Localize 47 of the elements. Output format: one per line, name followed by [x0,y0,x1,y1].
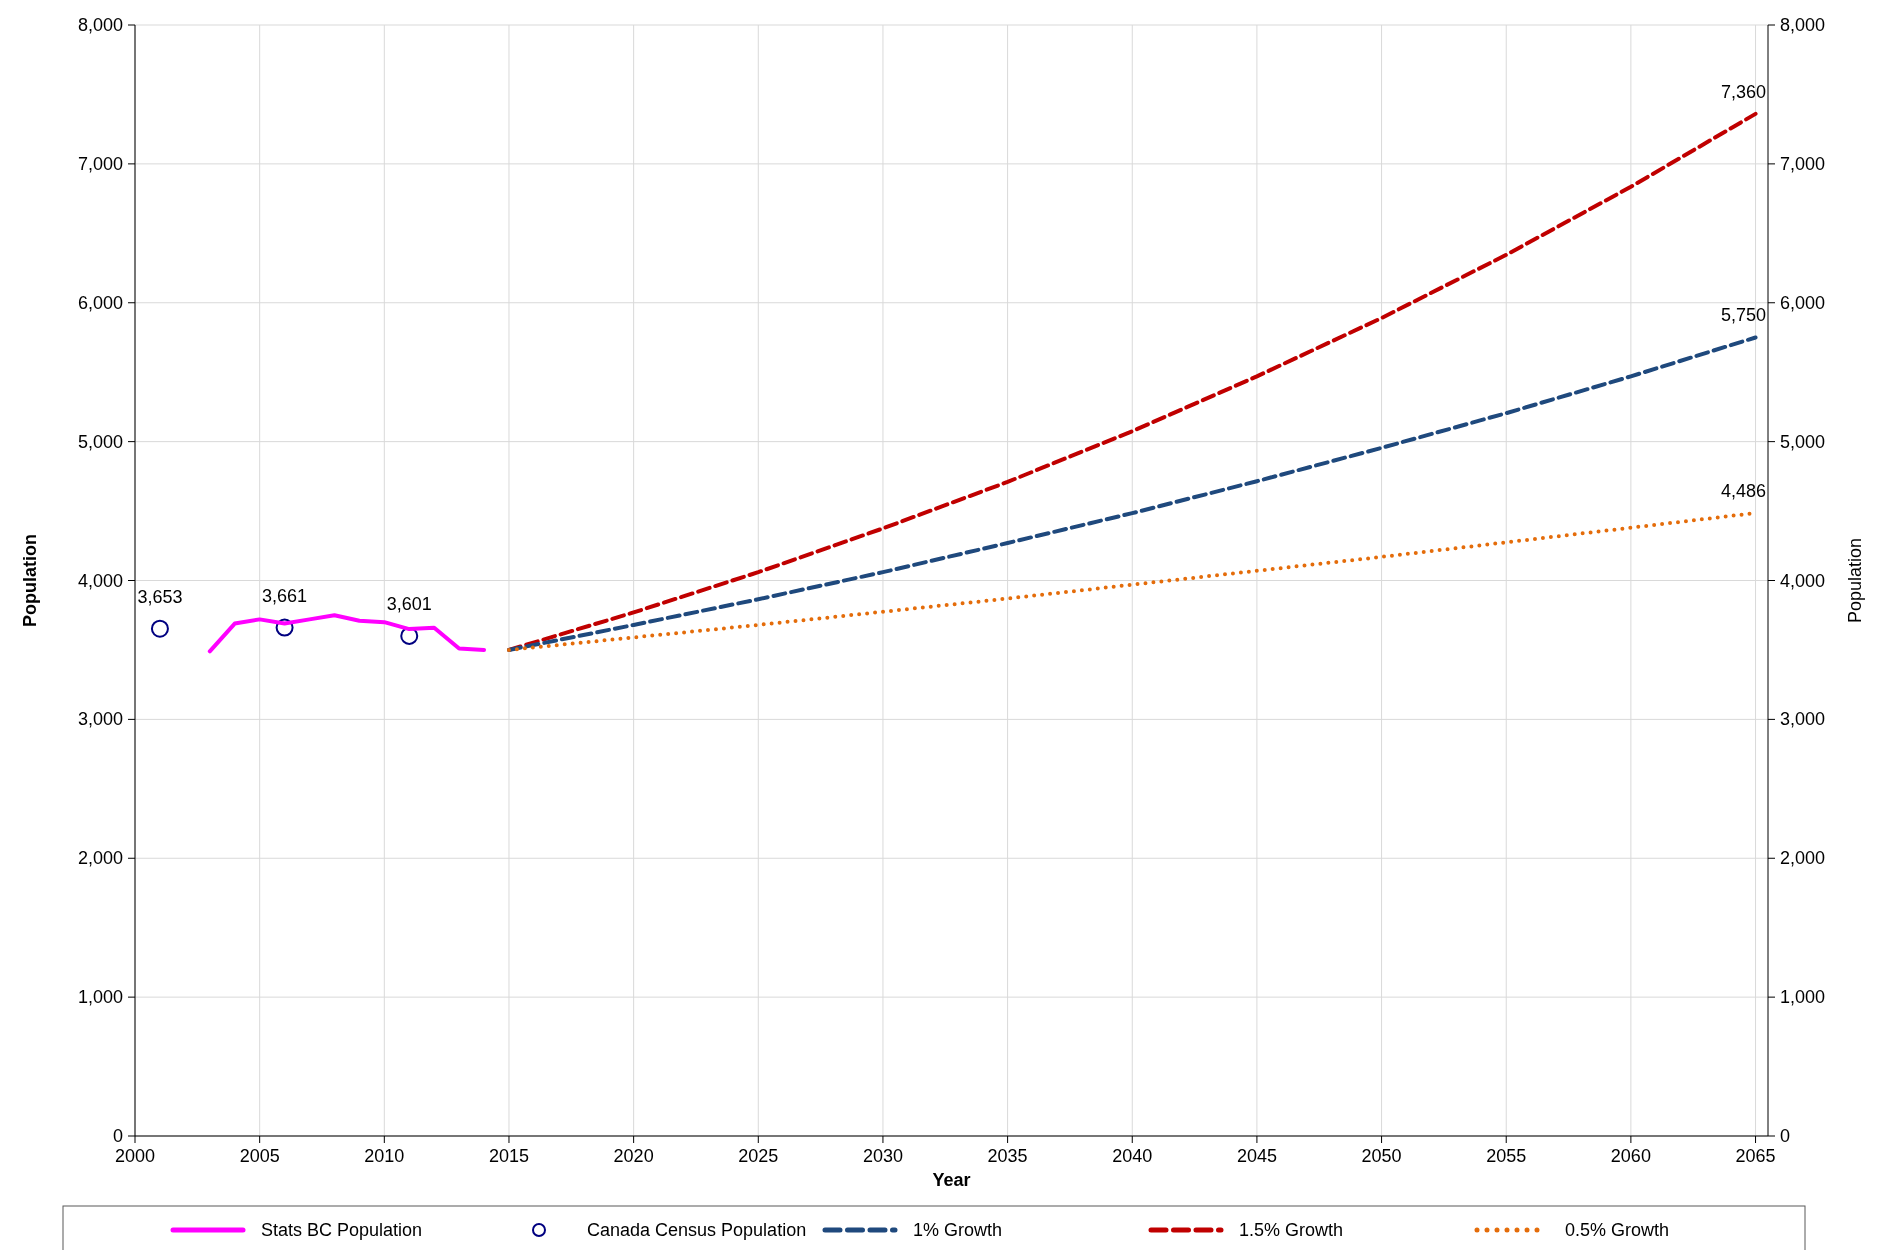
legend-label: 1% Growth [913,1220,1003,1240]
data-label: 5,750 [1721,305,1767,326]
y-axis-title: Population [20,534,40,627]
legend-label: 1.5% Growth [1239,1220,1344,1240]
y2-tick-label: 0 [1780,1126,1791,1146]
y2-axis-title: Population [1845,537,1865,624]
y2-tick-label: 5,000 [1780,431,1826,452]
x-axis-title: Year [932,1170,971,1190]
x-tick-label: 2040 [1112,1146,1153,1166]
legend-label: 0.5% Growth [1565,1220,1670,1240]
legend-label: Stats BC Population [261,1220,423,1240]
y2-tick-label: 3,000 [1780,709,1826,730]
y-tick-label: 8,000 [77,15,123,35]
y-tick-label: 5,000 [77,431,123,452]
x-tick-label: 2060 [1610,1146,1651,1166]
y-tick-label: 7,000 [77,153,123,174]
data-label: 7,360 [1721,81,1767,102]
y2-tick-label: 6,000 [1780,292,1826,313]
y-tick-label: 3,000 [77,709,123,730]
y2-tick-label: 1,000 [1780,987,1826,1008]
x-tick-label: 2045 [1236,1146,1277,1166]
x-tick-label: 2000 [114,1146,156,1166]
data-label: 3,601 [386,593,432,614]
x-tick-label: 2015 [488,1146,529,1166]
y2-tick-label: 4,000 [1780,570,1826,591]
data-label: 4,486 [1721,481,1767,502]
data-label: 3,661 [262,585,308,606]
y-tick-label: 6,000 [77,292,123,313]
y2-tick-label: 2,000 [1780,848,1826,869]
data-label: 3,653 [137,586,183,607]
x-tick-label: 2055 [1486,1146,1527,1166]
y-tick-label: 4,000 [77,570,123,591]
x-tick-label: 2025 [738,1146,779,1166]
x-tick-label: 2030 [862,1146,903,1166]
x-tick-label: 2065 [1735,1146,1776,1166]
y-tick-label: 2,000 [77,848,123,869]
line-series [207,613,487,654]
x-tick-label: 2005 [239,1146,280,1166]
x-tick-label: 2010 [364,1146,405,1166]
x-tick-label: 2035 [987,1146,1028,1166]
x-tick-label: 2050 [1361,1146,1402,1166]
x-tick-label: 2020 [613,1146,654,1166]
legend-label: Canada Census Population [587,1220,807,1240]
y2-tick-label: 7,000 [1780,153,1826,174]
y-tick-label: 1,000 [77,987,123,1008]
y2-tick-label: 8,000 [1780,15,1826,35]
y-tick-label: 0 [112,1126,123,1146]
